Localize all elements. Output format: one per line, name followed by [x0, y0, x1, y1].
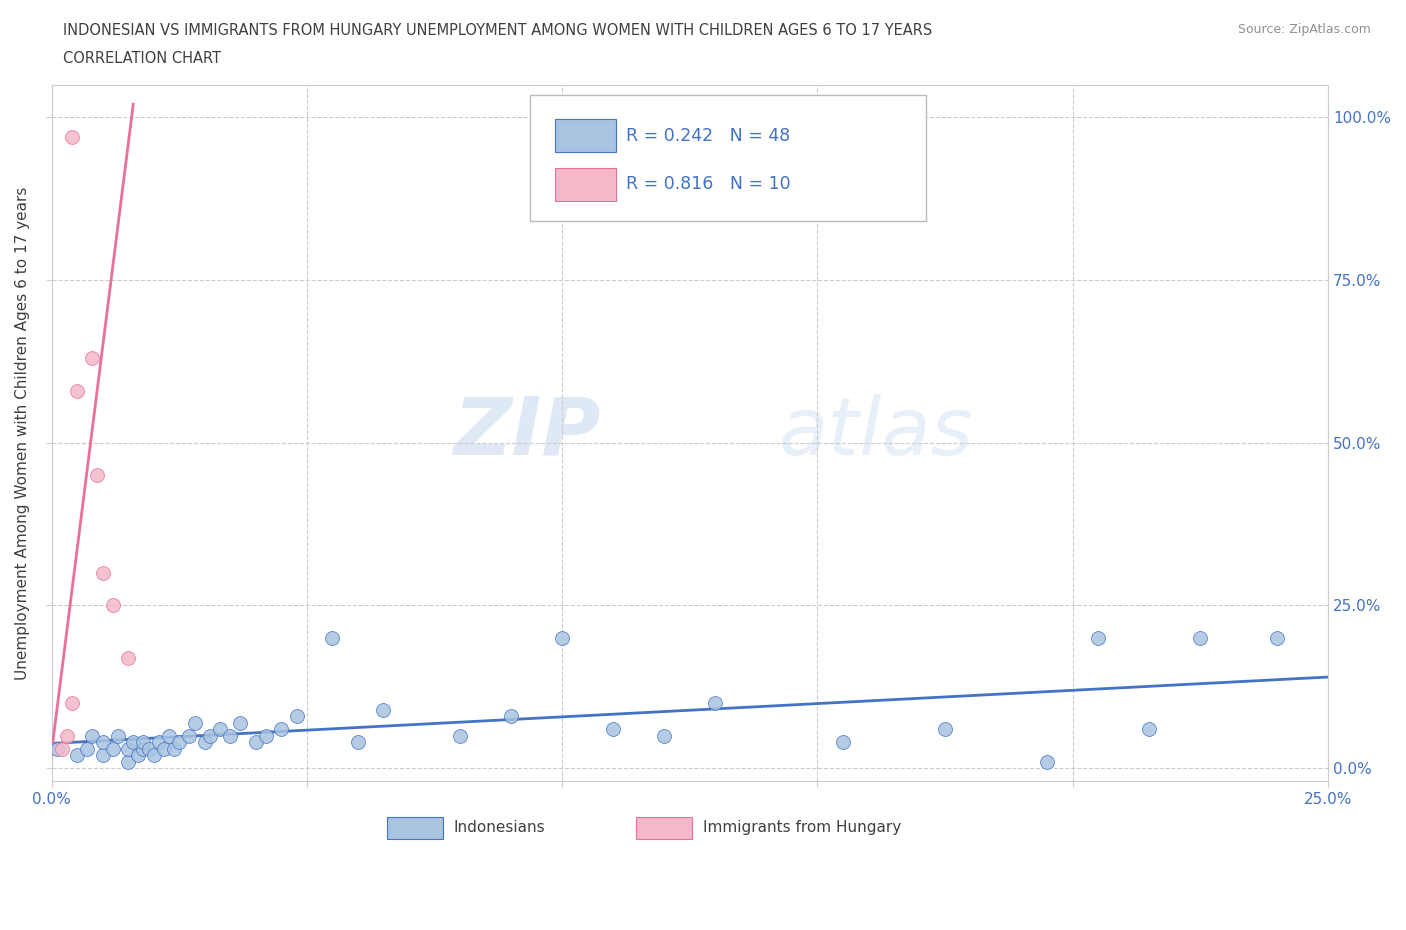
Point	[148, 735, 170, 750]
Point	[704, 696, 727, 711]
Point	[245, 735, 267, 750]
Point	[60, 696, 83, 711]
Point	[167, 735, 190, 750]
Point	[138, 741, 160, 756]
Point	[91, 748, 114, 763]
Point	[127, 748, 149, 763]
Point	[1036, 754, 1059, 769]
Point	[373, 702, 395, 717]
Point	[56, 728, 79, 743]
Point	[1139, 722, 1161, 737]
Point	[229, 715, 252, 730]
Point	[551, 631, 574, 645]
Point	[1087, 631, 1109, 645]
Point	[285, 709, 308, 724]
Y-axis label: Unemployment Among Women with Children Ages 6 to 17 years: Unemployment Among Women with Children A…	[15, 186, 30, 680]
Point	[194, 735, 217, 750]
Text: Source: ZipAtlas.com: Source: ZipAtlas.com	[1237, 23, 1371, 36]
Point	[86, 468, 108, 483]
Point	[117, 650, 139, 665]
Text: ZIP: ZIP	[453, 394, 600, 472]
FancyBboxPatch shape	[387, 817, 443, 839]
Text: Indonesians: Indonesians	[454, 819, 546, 834]
Point	[832, 735, 855, 750]
Point	[76, 741, 98, 756]
Text: INDONESIAN VS IMMIGRANTS FROM HUNGARY UNEMPLOYMENT AMONG WOMEN WITH CHILDREN AGE: INDONESIAN VS IMMIGRANTS FROM HUNGARY UN…	[63, 23, 932, 38]
Point	[934, 722, 956, 737]
Point	[82, 728, 104, 743]
FancyBboxPatch shape	[637, 817, 692, 839]
Point	[219, 728, 242, 743]
Text: atlas: atlas	[779, 394, 974, 472]
Point	[107, 728, 129, 743]
Point	[66, 748, 89, 763]
Point	[254, 728, 277, 743]
Point	[652, 728, 675, 743]
Point	[142, 748, 165, 763]
Point	[209, 722, 232, 737]
Text: R = 0.816   N = 10: R = 0.816 N = 10	[626, 176, 790, 193]
Text: CORRELATION CHART: CORRELATION CHART	[63, 51, 221, 66]
Point	[270, 722, 292, 737]
Point	[51, 741, 73, 756]
Point	[66, 383, 89, 398]
Point	[179, 728, 201, 743]
Point	[117, 741, 139, 756]
FancyBboxPatch shape	[530, 95, 927, 220]
Point	[602, 722, 624, 737]
Point	[163, 741, 186, 756]
Point	[91, 735, 114, 750]
FancyBboxPatch shape	[554, 119, 616, 153]
Point	[501, 709, 523, 724]
Point	[101, 598, 124, 613]
Point	[60, 129, 83, 144]
Point	[45, 741, 67, 756]
Point	[153, 741, 176, 756]
Point	[91, 565, 114, 580]
Point	[122, 735, 145, 750]
Point	[347, 735, 370, 750]
Point	[132, 741, 155, 756]
Point	[183, 715, 205, 730]
Text: Immigrants from Hungary: Immigrants from Hungary	[703, 819, 901, 834]
Point	[1189, 631, 1212, 645]
Text: R = 0.242   N = 48: R = 0.242 N = 48	[626, 126, 790, 144]
Point	[198, 728, 221, 743]
Point	[82, 351, 104, 365]
FancyBboxPatch shape	[554, 167, 616, 201]
Point	[449, 728, 471, 743]
Point	[132, 735, 155, 750]
Point	[321, 631, 343, 645]
Point	[101, 741, 124, 756]
Point	[157, 728, 180, 743]
Point	[1265, 631, 1288, 645]
Point	[117, 754, 139, 769]
